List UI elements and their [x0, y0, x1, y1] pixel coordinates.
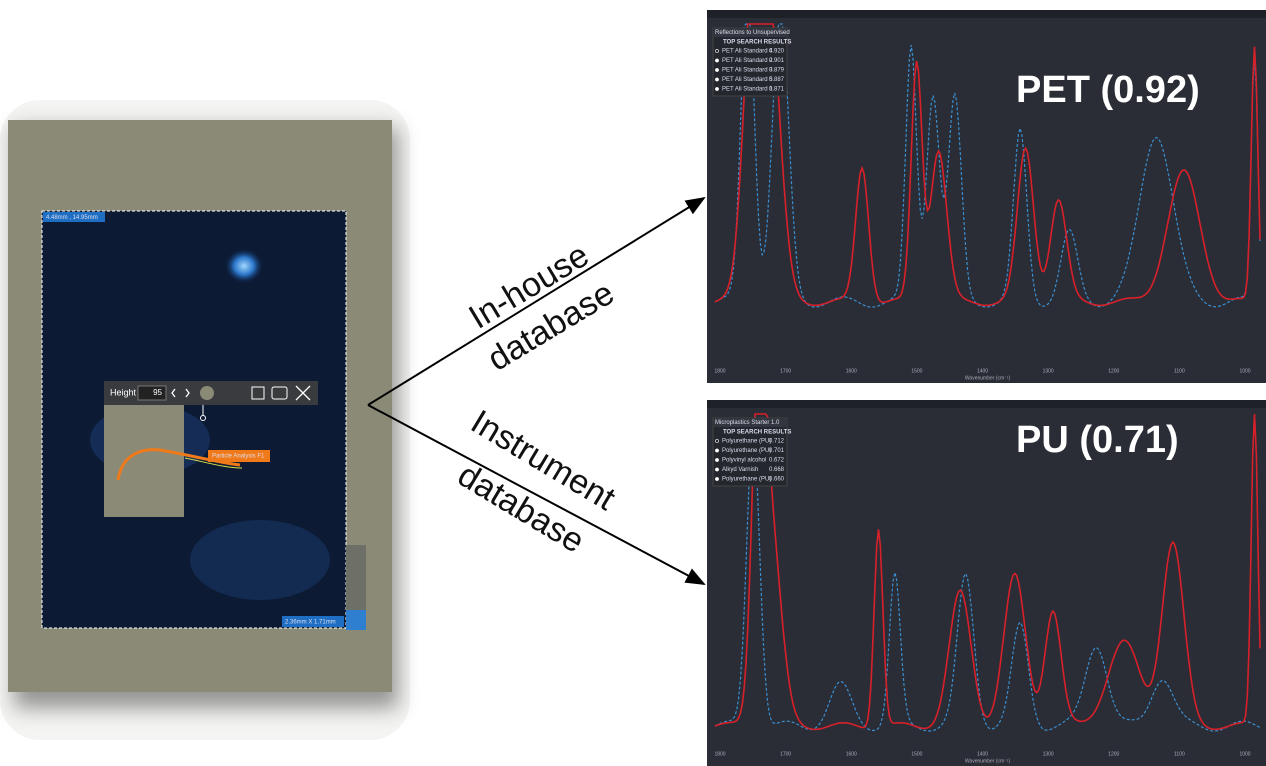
result-score: 0.901: [769, 58, 785, 64]
result-score: 0.672: [769, 458, 785, 464]
match-label: PET (0.92): [1016, 69, 1200, 111]
size: 2.36mm X 1.71mm: [285, 620, 336, 626]
x-tick-label: 1800: [714, 751, 725, 757]
result-name: Polyurethane (PU): [722, 448, 771, 454]
x-tick-label: 1600: [846, 368, 857, 374]
result-radio[interactable]: [715, 477, 719, 481]
title-bar: [707, 400, 1266, 408]
dropdown-text: Microplastics Starter 1.0: [715, 420, 780, 426]
results-box: [712, 27, 788, 97]
x-axis-label: Wavenumber (cm⁻¹): [965, 375, 1011, 381]
spectra-panels: 1800 1700 1600 1500 1400 1300 1200 1100 1000 Wave…: [707, 10, 1266, 766]
dropdown[interactable]: [713, 28, 787, 37]
size-badge: [282, 616, 344, 627]
x-tick-label: 1400: [977, 368, 988, 374]
eye-button[interactable]: [346, 610, 366, 630]
results-title: TOP SEARCH RESULTS: [723, 40, 791, 46]
title-bar: [707, 10, 1266, 18]
scan-border: [41, 210, 347, 629]
tool-icon[interactable]: [200, 386, 214, 400]
x-tick-label: 1100: [1174, 751, 1185, 757]
x-tick-label: 1700: [780, 751, 791, 757]
result-radio[interactable]: [715, 448, 719, 453]
result-name: PET Ali Standard 4: [722, 49, 773, 55]
x-axis-label: Wavenumber (cm⁻¹): [965, 758, 1011, 764]
match-label: PU (0.71): [1016, 419, 1179, 461]
coords: 4.48mm , 14.95mm: [46, 215, 98, 221]
x-tick-label: 1200: [1108, 751, 1119, 757]
result-name: PET Ali Standard 2: [722, 58, 773, 64]
result-name: Polyurethane (PU): [722, 439, 771, 445]
spectrum-reference: [714, 431, 1261, 732]
result-radio[interactable]: [715, 49, 719, 53]
connector-dot: [200, 415, 206, 421]
spectrum-window: [707, 10, 1266, 383]
result-name: PET Ali Standard 3: [722, 68, 773, 74]
spectrum-sample: [714, 413, 1261, 731]
result-score: 0.701: [769, 448, 785, 454]
x-tick-label: 1400: [977, 751, 988, 757]
x-tick-label: 1600: [846, 751, 857, 757]
x-tick-label: 1000: [1239, 751, 1250, 757]
x-tick-label: 1300: [1043, 751, 1054, 757]
result-name: Polyvinyl alcohol: [722, 458, 766, 464]
result-score: 0.920: [769, 49, 785, 55]
results-box: [712, 417, 788, 487]
particle-label: Particle Analysis F1: [212, 454, 265, 460]
toolbar-icons[interactable]: [171, 385, 311, 401]
tool-icon[interactable]: [271, 386, 288, 400]
x-tick-label: 1700: [780, 368, 791, 374]
x-tick-label: 1500: [911, 751, 922, 757]
x-tick-label: 1200: [1108, 368, 1119, 374]
result-radio[interactable]: [715, 467, 719, 472]
spectrum-window: [707, 400, 1266, 766]
height-label: Height: [110, 387, 137, 397]
result-name: PET Ali Standard 1: [722, 87, 773, 93]
result-radio[interactable]: [715, 68, 719, 72]
result-radio[interactable]: [715, 87, 719, 91]
result-score: 0.887: [769, 77, 785, 83]
x-tick-label: 1500: [911, 368, 922, 374]
height-value: 95: [153, 388, 162, 397]
x-tick-label: 1000: [1239, 368, 1250, 374]
x-tick-label: 1300: [1043, 368, 1054, 374]
tool-icon[interactable]: [251, 386, 265, 400]
x-tick-label: 1800: [714, 368, 725, 374]
result-radio[interactable]: [715, 58, 719, 63]
result-score: 0.712: [769, 439, 785, 445]
result-name: Alkyd Varnish: [722, 467, 758, 473]
result-radio[interactable]: [715, 439, 719, 443]
side-toolbar: [346, 545, 366, 630]
inset: [104, 405, 184, 517]
result-score: 0.871: [769, 87, 785, 93]
height-input[interactable]: [137, 385, 167, 401]
dropdown-text: Reflections to Unsupervised: [715, 30, 790, 36]
spectrum-sample: [714, 23, 1261, 307]
results-title: TOP SEARCH RESULTS: [723, 430, 791, 436]
result-name: PET Ali Standard 5: [722, 77, 773, 83]
particle-badge: [208, 450, 270, 462]
arrow: [367, 404, 706, 585]
result-score: 0.879: [769, 68, 785, 74]
coords-badge: [43, 212, 105, 222]
particle-blob: [224, 248, 264, 284]
result-score: 0.660: [769, 477, 785, 483]
fiber-outline: [184, 457, 243, 469]
result-score: 0.668: [769, 467, 785, 473]
arrow: [367, 196, 706, 406]
dropdown[interactable]: [713, 418, 787, 427]
result-radio[interactable]: [715, 458, 719, 462]
texture: [190, 520, 330, 600]
x-tick-label: 1100: [1174, 368, 1185, 374]
result-name: Polyurethane (PU): [722, 477, 771, 483]
result-radio[interactable]: [715, 77, 719, 82]
